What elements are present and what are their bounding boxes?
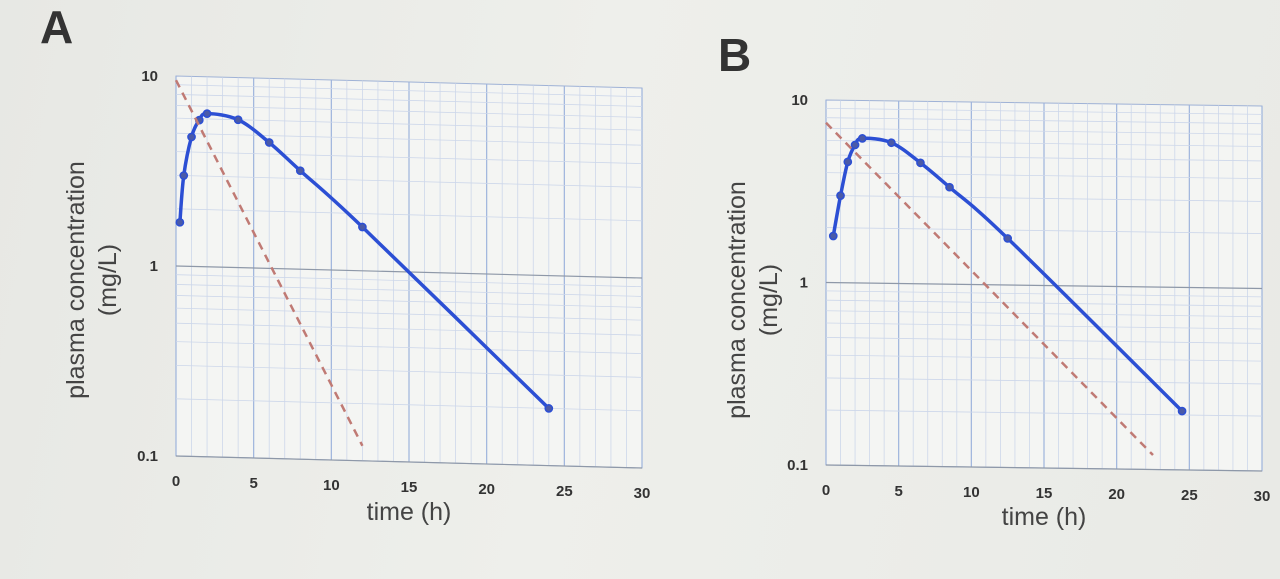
- data-point: [836, 191, 845, 200]
- data-point: [828, 231, 838, 241]
- x-tick-label: 15: [401, 479, 418, 496]
- grid-line-horizontal: [825, 140, 1263, 147]
- data-point: [187, 132, 196, 142]
- x-tick-label: 25: [1181, 487, 1198, 504]
- grid-line-horizontal: [825, 409, 1263, 417]
- x-tick-label: 10: [323, 477, 340, 494]
- data-point: [916, 158, 925, 168]
- grid-line-horizontal: [825, 172, 1263, 180]
- data-point: [295, 166, 305, 176]
- grid-line-horizontal: [175, 295, 643, 308]
- data-point: [1177, 406, 1187, 416]
- grid-line-horizontal: [175, 174, 643, 188]
- grid-line-horizontal: [175, 455, 643, 469]
- chart-a-svg: 0 5 10 15 20 25 30 0.1 1 10 time (h) plasma concent…: [62, 68, 651, 526]
- data-point: [358, 222, 367, 232]
- grid-line-horizontal: [175, 105, 643, 118]
- grid-line-horizontal: [825, 337, 1263, 344]
- x-tick-label: 5: [894, 483, 902, 500]
- y-tick-label: 1: [800, 275, 808, 292]
- grid-line-horizontal: [175, 274, 643, 288]
- x-tick-label: 20: [478, 481, 495, 498]
- data-point: [887, 138, 896, 148]
- panel-letter: B: [718, 29, 752, 81]
- data-point: [175, 217, 185, 227]
- grid-line-horizontal: [175, 208, 643, 222]
- grid-line-horizontal: [825, 354, 1263, 362]
- x-tick-label: 20: [1108, 486, 1125, 503]
- y-tick-label: 0.1: [787, 457, 808, 474]
- grid-line-horizontal: [825, 322, 1263, 330]
- x-axis-title: time (h): [367, 498, 452, 526]
- y-tick-label: 0.1: [137, 448, 158, 465]
- grid-line-horizontal: [175, 84, 643, 98]
- grid-line-horizontal: [825, 310, 1263, 318]
- grid-line-horizontal: [175, 341, 643, 355]
- y-axis-title: plasma concentration (mg/L): [723, 181, 783, 419]
- data-point: [264, 138, 274, 147]
- y-axis-title-line2: (mg/L): [755, 264, 783, 336]
- x-tick-label: 25: [556, 483, 573, 500]
- grid-line-horizontal: [175, 398, 643, 412]
- data-point: [179, 171, 189, 180]
- data-point: [945, 182, 954, 192]
- panel-letter: A: [40, 1, 74, 53]
- data-point: [850, 140, 860, 150]
- grid-line-horizontal: [175, 284, 643, 297]
- y-axis-title-line2: (mg/L): [94, 244, 122, 316]
- grid-line-horizontal: [825, 127, 1263, 135]
- grid-line-horizontal: [175, 132, 643, 146]
- grid-line-horizontal: [825, 107, 1263, 115]
- dashed-line-series: [825, 121, 1154, 456]
- grid-line-horizontal: [175, 322, 643, 336]
- x-axis-title: time (h): [1002, 503, 1087, 531]
- data-point: [202, 109, 212, 118]
- x-tick-label: 0: [172, 473, 180, 490]
- y-tick-label: 10: [791, 92, 808, 109]
- dashed-line-series: [174, 79, 364, 447]
- x-tick-label: 10: [963, 484, 980, 501]
- grid-line-horizontal: [175, 117, 643, 131]
- grid-line-horizontal: [825, 117, 1263, 125]
- grid-line-horizontal: [175, 94, 643, 107]
- x-tick-label: 0: [822, 482, 830, 499]
- grid-line-horizontal: [825, 377, 1263, 385]
- y-tick-label: 10: [141, 68, 158, 85]
- grid-line-horizontal: [825, 299, 1263, 307]
- grid-line-horizontal: [825, 281, 1263, 290]
- data-point: [1003, 234, 1013, 243]
- grid-line-horizontal: [825, 227, 1263, 234]
- grid-line-horizontal: [825, 290, 1263, 298]
- grid-line-horizontal: [175, 307, 643, 321]
- y-axis-title-line1: plasma concentration: [723, 181, 751, 419]
- data-point: [843, 157, 853, 167]
- data-point: [544, 404, 554, 413]
- x-tick-label: 15: [1036, 485, 1053, 502]
- grid-line-horizontal: [825, 464, 1263, 472]
- x-tick-label: 5: [249, 475, 257, 492]
- x-tick-label: 30: [634, 485, 651, 502]
- data-point: [233, 115, 243, 125]
- y-axis-title: plasma concentration (mg/L): [62, 161, 122, 399]
- y-axis-title-line1: plasma concentration: [62, 161, 90, 399]
- grid-line-horizontal: [175, 364, 643, 378]
- data-point: [857, 134, 867, 143]
- grid-line-horizontal: [825, 154, 1263, 162]
- x-tick-label: 30: [1254, 488, 1271, 505]
- y-tick-label: 1: [150, 258, 158, 275]
- grid-line-horizontal: [175, 151, 643, 165]
